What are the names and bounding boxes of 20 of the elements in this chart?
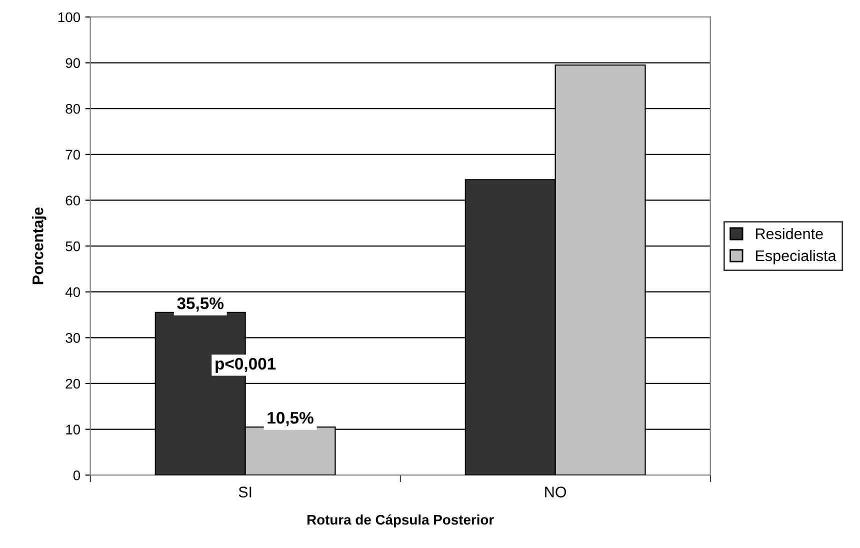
y-axis-title: Porcentaje xyxy=(32,208,46,284)
y-tick-label: 40 xyxy=(65,287,80,298)
y-tick-label: 100 xyxy=(58,12,80,22)
y-tick-label: 50 xyxy=(66,241,80,252)
y-tick-label: 90 xyxy=(66,58,80,68)
y-tick-label: 60 xyxy=(66,196,80,206)
legend-label: Especialista xyxy=(756,250,836,264)
y-tick-label: 0 xyxy=(73,470,80,480)
x-axis-title: Rotura de Cápsula Posterior xyxy=(307,514,494,528)
x-tick-label: NO xyxy=(545,486,566,498)
x-tick-label: SI xyxy=(238,486,252,498)
annotation: p<0,001 xyxy=(216,358,276,373)
y-tick-label: 70 xyxy=(66,150,80,160)
y-tick-label: 10 xyxy=(66,424,80,434)
y-tick-label: 80 xyxy=(66,104,80,114)
legend-label: Residente xyxy=(756,228,823,240)
y-tick-label: 20 xyxy=(66,378,80,389)
data-label: 10,5% xyxy=(268,412,314,426)
data-label: 35,5% xyxy=(177,297,224,312)
y-tick-label: 30 xyxy=(66,333,80,343)
